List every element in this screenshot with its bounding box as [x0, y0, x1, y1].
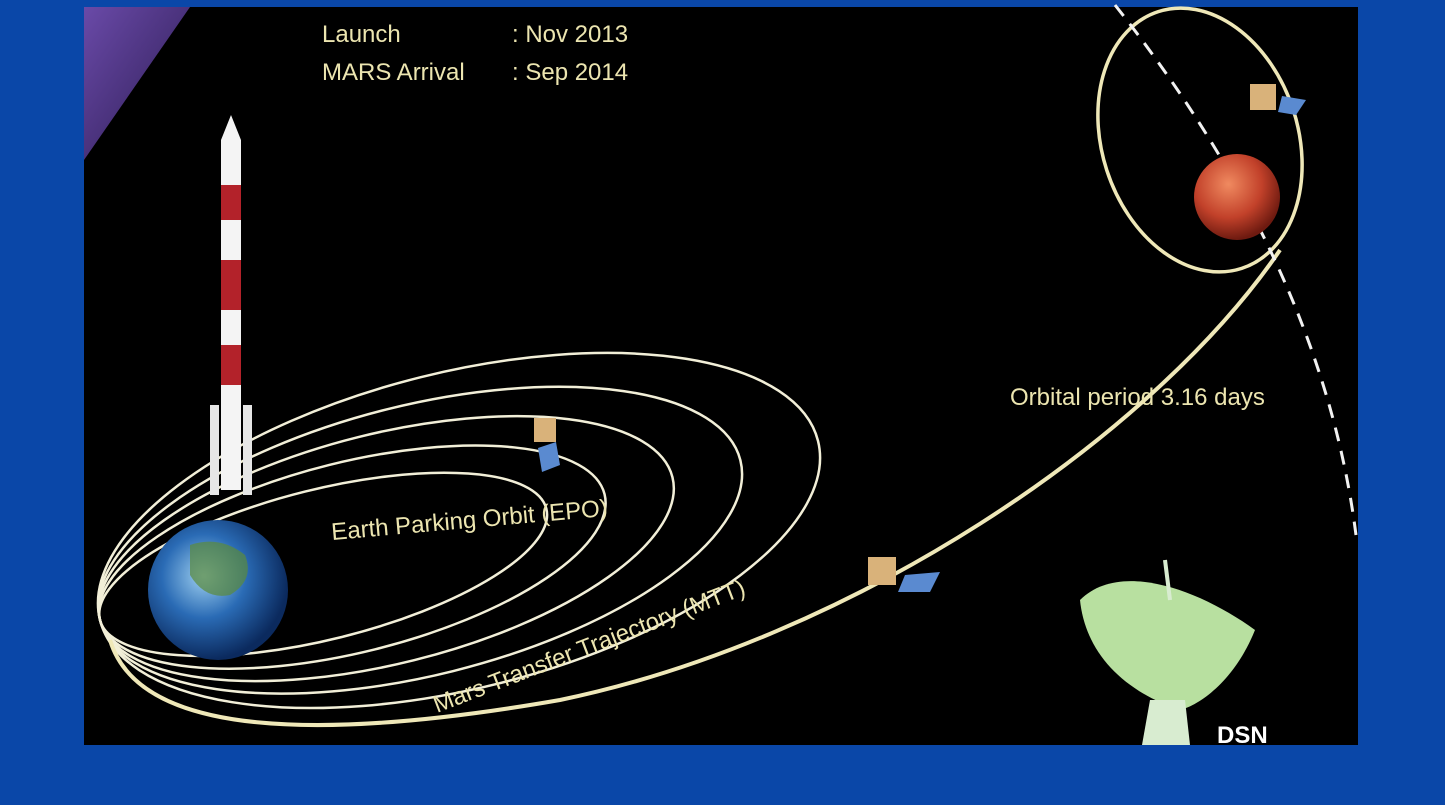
launch-label: Launch: [322, 21, 401, 48]
arrival-label: MARS Arrival: [322, 59, 465, 86]
arrival-value: : Sep 2014: [512, 59, 628, 86]
orbital-period: Orbital period 3.16 days: [1010, 384, 1265, 411]
earth-land: [190, 541, 248, 596]
satellite-epo: [534, 418, 560, 472]
mtt-path: [108, 248, 1282, 727]
satellite-mars: [1250, 84, 1306, 115]
rocket: [210, 115, 252, 495]
mars-path: [1113, 4, 1358, 536]
launch-value: : Nov 2013: [512, 21, 628, 48]
dsn-dish: [1080, 559, 1255, 745]
epo-orbits: [96, 351, 822, 710]
corner-glow: [84, 7, 190, 160]
mars: [1194, 154, 1280, 240]
satellite-mtt: [868, 557, 940, 592]
dsn-label: DSN: [1217, 722, 1268, 749]
